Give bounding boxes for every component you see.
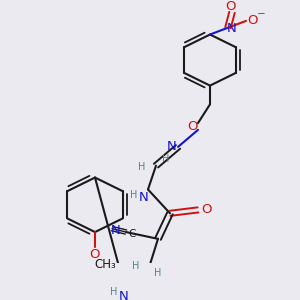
Text: N: N xyxy=(167,140,177,153)
Text: C: C xyxy=(128,229,136,239)
Text: O: O xyxy=(201,203,211,216)
Text: N: N xyxy=(111,224,121,237)
Text: H: H xyxy=(162,154,170,164)
Text: O: O xyxy=(187,120,197,133)
Text: H: H xyxy=(110,286,118,297)
Text: N: N xyxy=(119,290,129,300)
Text: H: H xyxy=(132,261,140,271)
Text: O: O xyxy=(247,14,257,27)
Text: H: H xyxy=(154,268,162,278)
Text: N: N xyxy=(139,191,149,205)
Text: CH₃: CH₃ xyxy=(94,258,116,271)
Text: N: N xyxy=(227,22,237,35)
Text: H: H xyxy=(138,162,146,172)
Text: H: H xyxy=(130,190,138,200)
Text: O: O xyxy=(89,248,99,261)
Text: O: O xyxy=(225,0,235,13)
Text: −: − xyxy=(256,9,266,19)
